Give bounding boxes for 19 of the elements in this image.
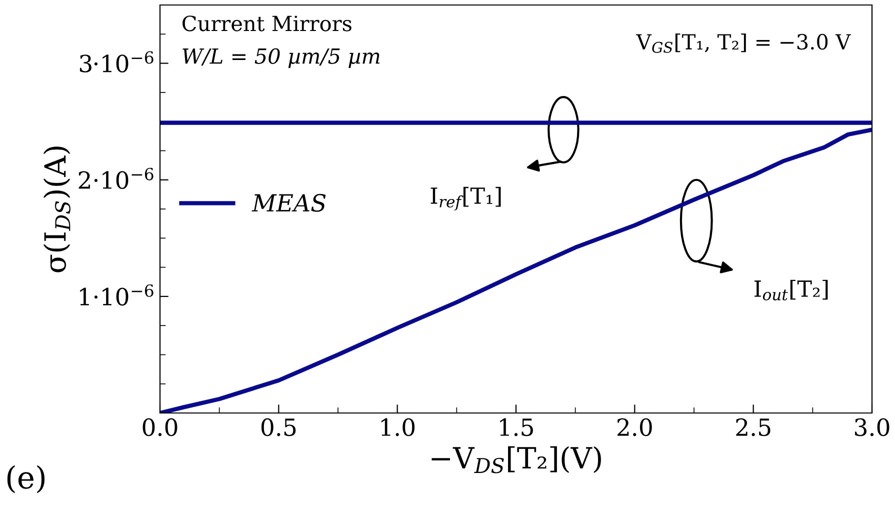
- annotation: I$_{out}$[T₂]: [754, 280, 828, 300]
- text: (e): [7, 465, 45, 494]
- x-tick-label: 0.5: [261, 418, 296, 436]
- annotation: V$_{GS}$[T₁, T₂] = −3.0 V: [636, 34, 851, 53]
- annotation: I$_{ref}$[T₁]: [430, 186, 501, 210]
- x-tick-label: 2.5: [736, 418, 770, 436]
- x-tick-label: 3.0: [855, 418, 890, 436]
- annotation: Current Mirrors: [182, 16, 352, 32]
- legend-label: MEAS: [252, 194, 326, 212]
- y-axis-title: σ(I$_{DS}$)(A): [43, 146, 70, 272]
- x-tick-label: 1.0: [381, 418, 415, 436]
- annotation: W/L = 50 µm/5 µm: [182, 48, 380, 68]
- y-tick-label: 2·10$^{−6}$: [78, 168, 154, 189]
- x-tick-label: 1.5: [500, 418, 533, 436]
- y-tick-label: 3·10$^{−6}$: [80, 51, 154, 72]
- x-axis-title: −V$_{DS}$[T₂](V): [432, 446, 601, 474]
- x-tick-label: 0.0: [142, 418, 178, 436]
- y-tick-label: 1·10$^{−6}$: [80, 284, 154, 306]
- x-tick-label: 2.0: [617, 418, 652, 436]
